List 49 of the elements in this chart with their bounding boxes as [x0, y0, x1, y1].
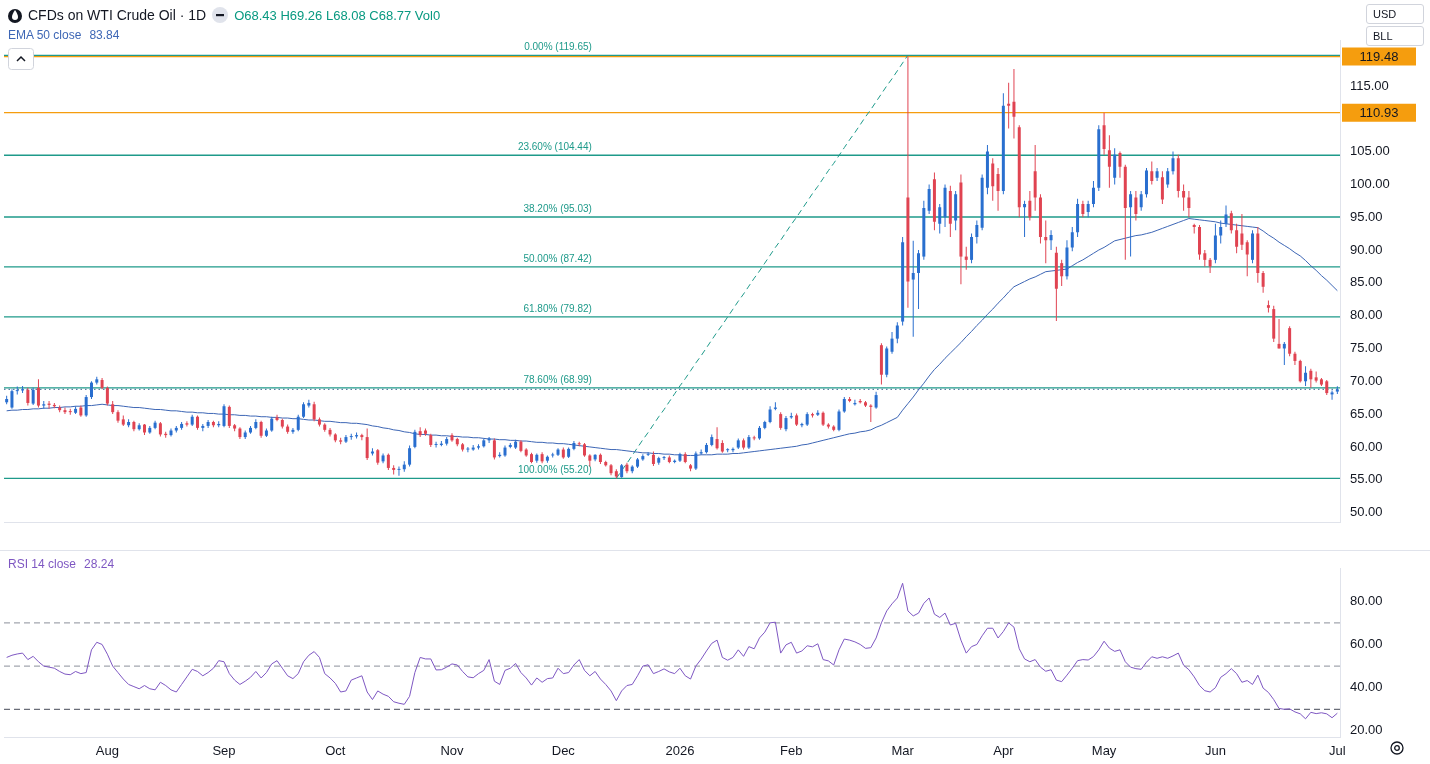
ref-line-label: 110.93: [1359, 105, 1399, 121]
y-tick-label: 40.00: [1350, 679, 1383, 695]
ref-line-label: 50.00% (87.42): [523, 252, 592, 264]
ref-line-label: 78.60% (68.99): [523, 373, 592, 385]
annotation: 28.24: [84, 557, 115, 571]
x-tick-label: Sep: [212, 742, 236, 758]
text: BLL: [1366, 26, 1424, 46]
ref-line-label: 61.80% (79.82): [523, 302, 592, 314]
y-tick-label: 60.00: [1350, 438, 1383, 454]
y-tick-label: 80.00: [1350, 592, 1383, 608]
x-tick-label: Oct: [325, 742, 346, 758]
text: O68.43 H69.26 L68.08 C68.77 Vol0: [234, 7, 441, 23]
candlestick: [185, 421, 189, 427]
y-tick-label: 75.00: [1350, 340, 1383, 356]
y-tick-label: 55.00: [1350, 471, 1383, 487]
ref-line-label: 38.20% (95.03): [523, 202, 592, 214]
y-tick-label: 80.00: [1350, 307, 1383, 323]
text: EMA 50 close: [8, 28, 82, 42]
x-tick-label: Feb: [780, 742, 803, 758]
ref-line-label: 119.48: [1359, 49, 1399, 65]
y-tick-label: 20.00: [1350, 722, 1383, 738]
candlestick: [42, 400, 46, 409]
y-tick-label: 60.00: [1350, 636, 1383, 652]
x-tick-label: Mar: [891, 742, 915, 758]
x-tick-label: 2026: [665, 742, 695, 758]
x-tick-label: Nov: [440, 742, 465, 758]
chart-title: CFDs on WTI Crude Oil · 1D: [28, 7, 207, 23]
text: USD: [1366, 4, 1424, 24]
y-tick-label: 105.00: [1350, 143, 1390, 159]
y-tick-label: 65.00: [1350, 405, 1383, 421]
x-tick-label: Jul: [1329, 742, 1346, 758]
y-tick-label: 95.00: [1350, 208, 1383, 224]
y-tick-label: 115.00: [1350, 77, 1389, 93]
x-tick-label: Dec: [551, 742, 576, 758]
x-tick-label: Apr: [993, 742, 1015, 758]
x-tick-label: Aug: [95, 742, 119, 758]
ref-line-label: 100.00% (55.20): [517, 464, 592, 476]
candlestick: [476, 444, 480, 450]
annotation: 83.84: [89, 28, 120, 42]
y-tick-label: 90.00: [1350, 241, 1383, 257]
ref-line-label: 23.60% (104.44): [517, 141, 592, 152]
y-tick-label: 85.00: [1350, 274, 1383, 290]
x-tick-label: Jun: [1204, 742, 1226, 758]
y-tick-label: 50.00: [1350, 504, 1383, 520]
y-tick-label: 70.00: [1350, 372, 1383, 388]
text: RSI 14 close: [8, 557, 77, 571]
x-tick-label: May: [1091, 742, 1117, 758]
y-tick-label: 100.00: [1350, 175, 1390, 191]
ref-line-label: 0.00% (119.65): [524, 41, 592, 53]
